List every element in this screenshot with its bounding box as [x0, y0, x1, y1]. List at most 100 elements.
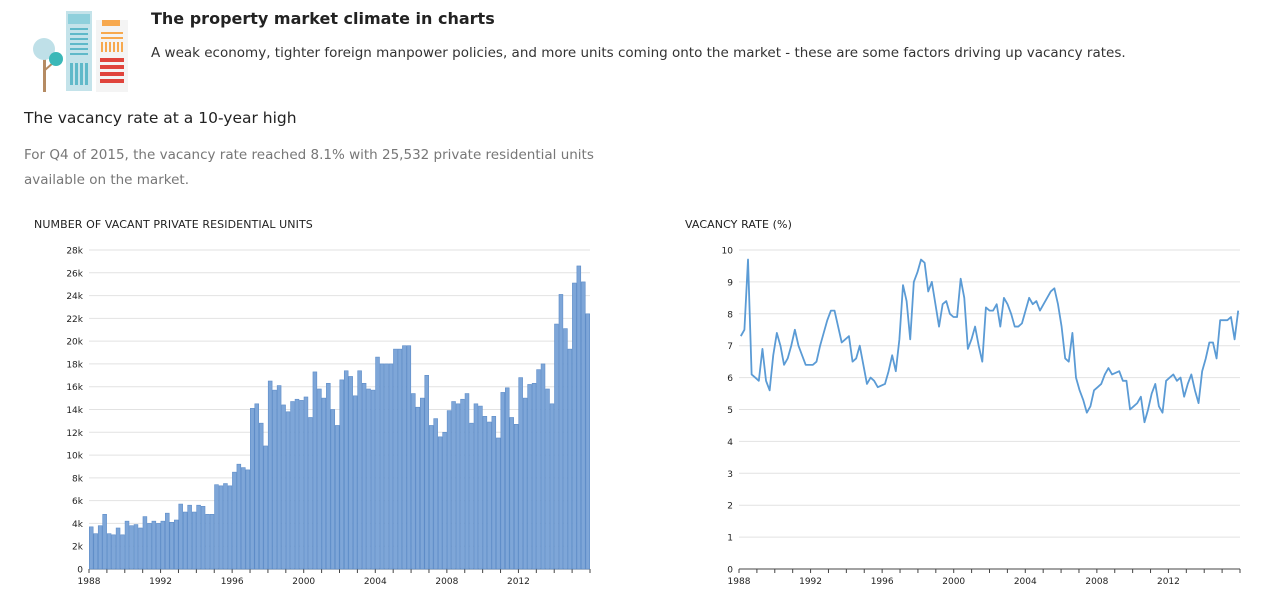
bar [563, 328, 568, 570]
bar [88, 526, 94, 570]
buildings-and-tree-illustration-icon [33, 11, 128, 92]
bar [402, 345, 407, 570]
subline: A weak economy, tighter foreign manpower… [151, 45, 1126, 61]
bar [97, 525, 103, 570]
bar [254, 403, 259, 570]
bar [258, 422, 264, 570]
bar [339, 379, 344, 570]
bar [299, 400, 304, 570]
bar [549, 403, 555, 570]
bar [348, 376, 353, 570]
bar [567, 348, 573, 570]
bar [330, 409, 336, 570]
bar [428, 425, 434, 570]
bar [455, 403, 461, 570]
bar [531, 382, 537, 570]
section-title: The vacancy rate at a 10-year high [24, 109, 297, 127]
bar [384, 363, 389, 570]
bar [505, 387, 510, 570]
bar [496, 437, 501, 570]
bar [308, 417, 313, 570]
bar [420, 397, 425, 570]
bar [393, 348, 398, 570]
bar [473, 403, 479, 570]
bar [294, 398, 300, 570]
y-tick-label: 20k [66, 338, 83, 348]
bar [106, 533, 112, 570]
x-tick-label: 1996 [871, 577, 894, 587]
bar [241, 467, 246, 570]
bar [357, 370, 362, 570]
y-tick-label: 24k [66, 292, 83, 302]
x-tick-label: 2012 [507, 577, 530, 587]
bar [151, 520, 157, 570]
x-tick-label: 2004 [364, 577, 387, 587]
y-tick-label: 28k [66, 247, 83, 257]
bar [478, 405, 483, 570]
y-tick-label: 16k [66, 383, 83, 393]
bar [160, 520, 166, 570]
bar [290, 401, 295, 570]
headline: The property market climate in charts [151, 9, 495, 28]
x-tick-label: 1988 [78, 577, 101, 587]
bar [321, 397, 327, 570]
bar [513, 424, 519, 570]
bar [178, 503, 183, 570]
bar [491, 416, 497, 570]
bar [451, 401, 456, 570]
bar [214, 484, 219, 570]
x-tick-label: 1988 [728, 577, 751, 587]
x-tick-label: 1992 [799, 577, 822, 587]
x-tick-label: 2004 [1014, 577, 1037, 587]
y-tick-label: 1 [727, 534, 733, 544]
bar [464, 393, 470, 570]
y-tick-label: 4 [727, 438, 733, 448]
y-tick-label: 2 [727, 502, 733, 512]
bar [93, 533, 98, 570]
bar [536, 369, 541, 570]
bar [115, 527, 121, 570]
x-tick-label: 2008 [1085, 577, 1108, 587]
bar [518, 377, 523, 570]
bar [366, 388, 371, 570]
line-chart-title: VACANCY RATE (%) [685, 218, 792, 231]
bar [424, 375, 429, 570]
y-tick-label: 26k [66, 269, 83, 279]
bar [133, 524, 139, 570]
vacancy-rate-line-chart: 0 1 2 3 4 5 6 7 8 9 10 1988 1992 1996 2000 2004 2008 2012 [722, 247, 1241, 587]
y-tick-label: 8k [72, 474, 84, 484]
series-line [740, 258, 1240, 424]
bar [335, 425, 340, 570]
bar [102, 514, 107, 570]
y-tick-label: 22k [66, 315, 83, 325]
bar [209, 514, 215, 570]
bar [281, 404, 286, 570]
bar [352, 395, 358, 570]
bar [165, 512, 170, 570]
bar [173, 519, 179, 570]
bar [263, 445, 268, 570]
y-tick-label: 9 [727, 278, 733, 288]
bar [196, 504, 201, 570]
bar [500, 392, 506, 570]
bar [169, 521, 174, 570]
bar [509, 417, 514, 570]
bar [111, 534, 116, 570]
bar [218, 485, 224, 570]
y-tick-label: 6 [727, 374, 733, 384]
y-tick-label: 0 [727, 566, 733, 576]
bar [200, 506, 206, 570]
bar [585, 313, 590, 570]
bar [250, 408, 255, 570]
bar [317, 388, 322, 570]
y-tick-label: 14k [66, 406, 83, 416]
bar [156, 523, 161, 570]
bar [554, 323, 559, 570]
bar [205, 514, 210, 570]
bar [388, 363, 394, 570]
bar [267, 380, 273, 570]
bar [272, 389, 277, 570]
bar [397, 348, 403, 570]
bar [469, 422, 474, 570]
bar [236, 463, 242, 570]
